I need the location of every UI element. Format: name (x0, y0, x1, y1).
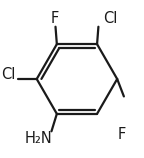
Text: H₂N: H₂N (25, 131, 53, 146)
Text: F: F (51, 11, 59, 26)
Text: Cl: Cl (103, 11, 118, 26)
Text: F: F (117, 127, 125, 142)
Text: Cl: Cl (1, 67, 15, 82)
